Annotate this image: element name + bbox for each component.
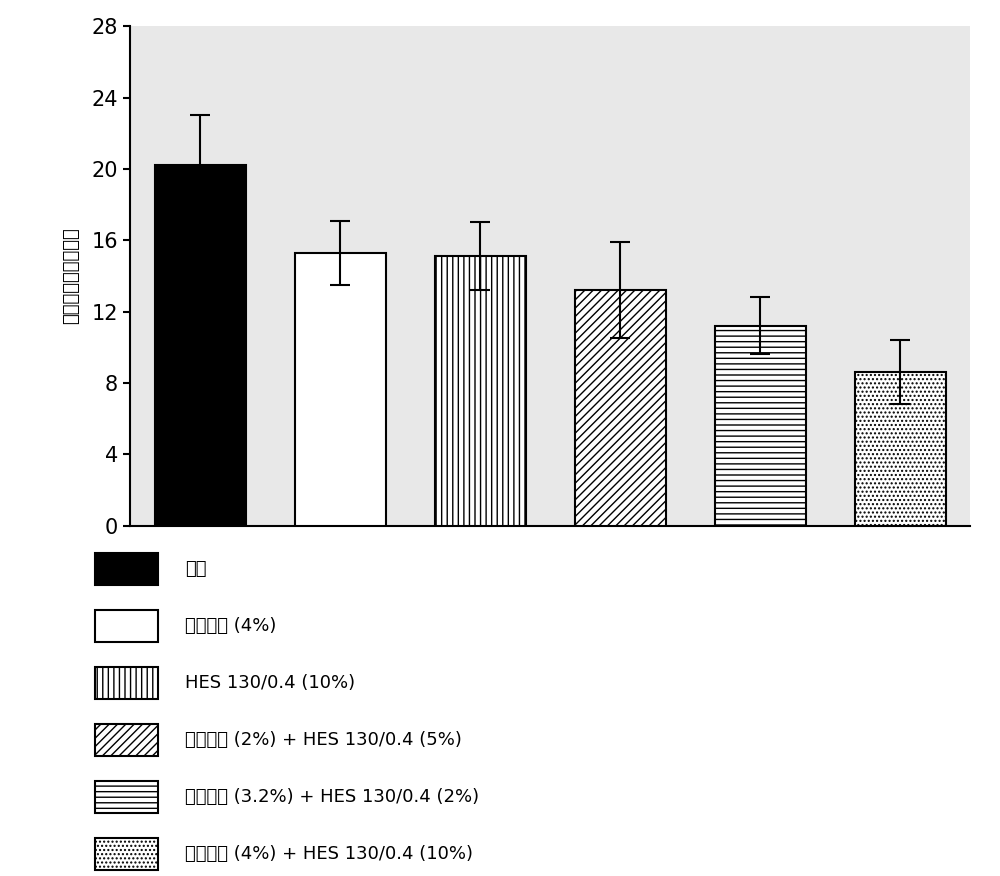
Text: 艾考糖精 (4%): 艾考糖精 (4%) [185,617,276,635]
Bar [95,781,158,814]
Bar [95,838,158,871]
Bar [95,553,158,585]
Bar [714,326,806,526]
Text: 艾考糖精 (4%) + HES 130/0.4 (10%): 艾考糖精 (4%) + HES 130/0.4 (10%) [185,845,473,863]
Text: 艾考糖精 (3.2%) + HES 130/0.4 (2%): 艾考糖精 (3.2%) + HES 130/0.4 (2%) [185,788,479,806]
Text: 艾考糖精 (2%) + HES 130/0.4 (5%): 艾考糖精 (2%) + HES 130/0.4 (5%) [185,731,462,749]
Bar [95,667,158,699]
Bar [154,166,246,526]
Text: HES 130/0.4 (10%): HES 130/0.4 (10%) [185,675,355,692]
Bar [434,257,526,526]
Bar [574,290,666,526]
Text: 对照: 对照 [185,560,207,578]
Y-axis label: 腹膜癌指数（全部）: 腹膜癌指数（全部） [62,228,80,324]
Bar [294,253,386,526]
Bar [95,724,158,756]
Bar [854,372,946,526]
Bar [95,610,158,642]
